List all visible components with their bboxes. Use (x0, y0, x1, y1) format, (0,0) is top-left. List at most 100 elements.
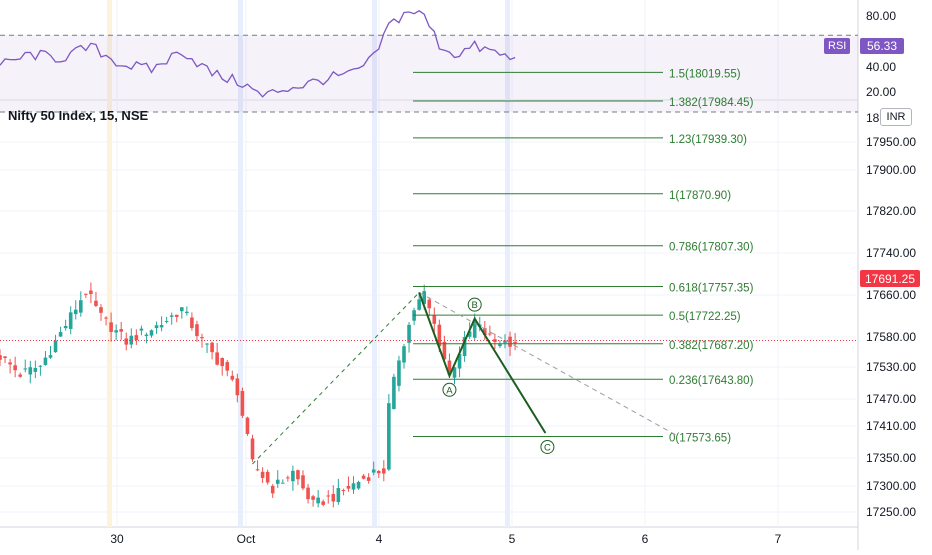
candle[interactable] (245, 417, 250, 434)
candle[interactable] (28, 367, 33, 375)
candle[interactable] (447, 360, 452, 375)
candle[interactable] (73, 309, 78, 315)
candle[interactable] (392, 376, 396, 410)
candle[interactable] (351, 483, 356, 490)
candle[interactable] (215, 352, 219, 365)
candle[interactable] (397, 360, 401, 386)
candle[interactable] (316, 497, 320, 504)
candle[interactable] (13, 365, 17, 371)
wave-label-circle[interactable] (467, 297, 482, 312)
candle[interactable] (154, 325, 159, 329)
candle[interactable] (376, 470, 381, 474)
candle[interactable] (230, 375, 235, 380)
candle[interactable] (200, 337, 204, 339)
candle[interactable] (144, 334, 149, 336)
fibonacci-extension-tool[interactable]: 1.5(18019.55) 1.382(17984.45) 1.23(17939.3… (413, 68, 754, 445)
candle[interactable] (210, 342, 214, 353)
candle[interactable] (427, 299, 432, 309)
candle[interactable] (326, 495, 331, 497)
candle[interactable] (23, 368, 28, 370)
candle[interactable] (260, 471, 265, 478)
candle[interactable] (48, 355, 53, 358)
candle[interactable] (235, 378, 240, 396)
candle[interactable] (275, 479, 280, 484)
candle[interactable] (255, 469, 260, 471)
candle[interactable] (286, 477, 290, 479)
candle[interactable] (134, 335, 139, 341)
candle[interactable] (190, 317, 194, 329)
candle[interactable] (240, 390, 245, 416)
candle[interactable] (422, 291, 426, 304)
abc-wave-line[interactable] (418, 292, 547, 434)
candle[interactable] (503, 340, 507, 343)
candle[interactable] (119, 329, 123, 332)
candle[interactable] (169, 315, 174, 317)
candle[interactable] (472, 321, 477, 338)
candle[interactable] (382, 468, 386, 474)
candle[interactable] (79, 300, 83, 313)
candle[interactable] (361, 475, 366, 479)
candle[interactable] (296, 470, 300, 480)
candle[interactable] (387, 403, 391, 470)
candle[interactable] (407, 324, 411, 343)
rsi-line[interactable] (0, 10, 516, 98)
candle[interactable] (301, 475, 305, 489)
candle[interactable] (124, 338, 129, 345)
wave-label-circle[interactable] (540, 439, 555, 454)
candle[interactable] (180, 307, 184, 312)
candle[interactable] (38, 365, 43, 367)
candle[interactable] (402, 346, 406, 363)
candle[interactable] (68, 312, 73, 329)
currency-button[interactable]: INR (880, 108, 912, 126)
candle[interactable] (498, 344, 502, 347)
candle[interactable] (104, 317, 108, 319)
candle[interactable] (341, 489, 346, 491)
candle[interactable] (452, 367, 457, 378)
candle[interactable] (53, 340, 58, 353)
candle[interactable] (225, 362, 230, 371)
candle[interactable] (114, 330, 118, 333)
wave-label-circle[interactable] (442, 382, 457, 397)
candle[interactable] (462, 337, 467, 357)
candle[interactable] (281, 482, 285, 484)
candle[interactable] (331, 493, 336, 502)
candle[interactable] (356, 481, 361, 489)
candle[interactable] (58, 332, 63, 337)
candle[interactable] (366, 477, 371, 481)
candle[interactable] (467, 331, 472, 337)
candle[interactable] (89, 290, 93, 295)
candle[interactable] (84, 293, 88, 295)
candle[interactable] (94, 300, 98, 306)
candle[interactable] (33, 368, 38, 372)
candle[interactable] (442, 341, 447, 360)
candle[interactable] (139, 328, 144, 331)
candle[interactable] (336, 488, 341, 503)
candle[interactable] (483, 328, 487, 335)
candle[interactable] (265, 471, 270, 483)
candle[interactable] (513, 341, 517, 344)
candle[interactable] (488, 333, 492, 335)
candle[interactable] (321, 501, 325, 505)
candle[interactable] (220, 358, 224, 367)
candle[interactable] (311, 496, 315, 500)
candle[interactable] (99, 307, 103, 313)
candle[interactable] (306, 487, 310, 500)
candle[interactable] (291, 470, 295, 482)
candle[interactable] (109, 322, 113, 333)
candle[interactable] (250, 438, 255, 460)
candle[interactable] (508, 336, 512, 347)
candle[interactable] (18, 374, 22, 377)
candle[interactable] (205, 343, 209, 345)
rsi-indicator[interactable] (0, 10, 858, 113)
candle[interactable] (0, 355, 2, 360)
candle[interactable] (43, 357, 48, 365)
candle[interactable] (432, 315, 437, 324)
candle[interactable] (149, 330, 154, 336)
candle[interactable] (457, 353, 462, 369)
candle[interactable] (195, 324, 199, 337)
candle[interactable] (159, 325, 164, 328)
candle[interactable] (493, 339, 497, 342)
candle[interactable] (270, 485, 275, 494)
symbol-title[interactable]: Nifty 50 Index, 15, NSE (8, 108, 149, 123)
